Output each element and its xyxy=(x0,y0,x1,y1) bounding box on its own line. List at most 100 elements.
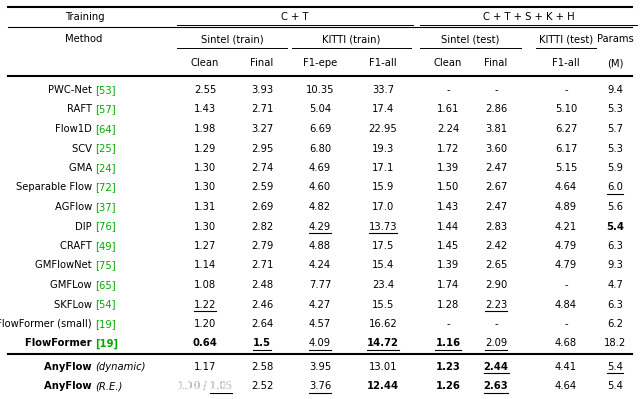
Text: 1.74: 1.74 xyxy=(437,280,459,290)
Text: 5.7: 5.7 xyxy=(607,124,623,134)
Text: 17.4: 17.4 xyxy=(372,105,394,115)
Text: 2.47: 2.47 xyxy=(485,202,507,212)
Text: RAFT: RAFT xyxy=(67,105,95,115)
Text: 1.10 / 1.05: 1.10 / 1.05 xyxy=(178,381,232,391)
Text: [76]: [76] xyxy=(95,221,116,231)
Text: 0.64: 0.64 xyxy=(193,338,218,348)
Text: 6.0: 6.0 xyxy=(607,182,623,192)
Text: Final: Final xyxy=(484,58,508,68)
Text: 15.4: 15.4 xyxy=(372,261,394,271)
Text: (dynamic): (dynamic) xyxy=(95,362,145,372)
Text: 1.98: 1.98 xyxy=(194,124,216,134)
Text: 1.23: 1.23 xyxy=(436,362,460,372)
Text: 6.3: 6.3 xyxy=(607,241,623,251)
Text: [75]: [75] xyxy=(95,261,116,271)
Text: -: - xyxy=(446,85,450,95)
Text: Params: Params xyxy=(596,34,634,44)
Text: 23.4: 23.4 xyxy=(372,280,394,290)
Text: 1.39: 1.39 xyxy=(437,163,459,173)
Text: [19]: [19] xyxy=(95,338,118,349)
Text: 5.4: 5.4 xyxy=(607,381,623,391)
Text: Clean: Clean xyxy=(191,58,219,68)
Text: KITTI (train): KITTI (train) xyxy=(323,34,381,44)
Text: 2.71: 2.71 xyxy=(251,261,273,271)
Text: 1.30: 1.30 xyxy=(194,182,216,192)
Text: 2.59: 2.59 xyxy=(251,182,273,192)
Text: 2.44: 2.44 xyxy=(483,362,509,372)
Text: 4.68: 4.68 xyxy=(555,338,577,348)
Text: AnyFlow: AnyFlow xyxy=(44,362,95,372)
Text: [65]: [65] xyxy=(95,280,116,290)
Text: 2.09: 2.09 xyxy=(485,338,507,348)
Text: 2.65: 2.65 xyxy=(485,261,507,271)
Text: (R.E.): (R.E.) xyxy=(95,381,122,391)
Text: Method: Method xyxy=(65,34,102,44)
Text: 3.81: 3.81 xyxy=(485,124,507,134)
Text: 4.64: 4.64 xyxy=(555,182,577,192)
Text: 10.35: 10.35 xyxy=(306,85,334,95)
Text: 1.26: 1.26 xyxy=(436,381,460,391)
Text: 1.14: 1.14 xyxy=(194,261,216,271)
Text: 1.16: 1.16 xyxy=(435,338,461,348)
Text: FlowFormer: FlowFormer xyxy=(25,338,95,348)
Text: Final: Final xyxy=(250,58,274,68)
Text: 3.27: 3.27 xyxy=(251,124,273,134)
Text: 1.17: 1.17 xyxy=(194,362,216,372)
Text: 1.10 / 1.05: 1.10 / 1.05 xyxy=(178,381,232,391)
Text: [24]: [24] xyxy=(95,163,115,173)
Text: 4.64: 4.64 xyxy=(555,381,577,391)
Text: CRAFT: CRAFT xyxy=(60,241,95,251)
Text: 4.41: 4.41 xyxy=(555,362,577,372)
Text: GMA: GMA xyxy=(68,163,95,173)
Text: 3.76: 3.76 xyxy=(309,381,331,391)
Text: 6.80: 6.80 xyxy=(309,144,331,154)
Text: 17.0: 17.0 xyxy=(372,202,394,212)
Text: 4.21: 4.21 xyxy=(555,221,577,231)
Text: GMFlowNet: GMFlowNet xyxy=(35,261,95,271)
Text: 1.30: 1.30 xyxy=(194,221,216,231)
Text: 1.28: 1.28 xyxy=(437,300,459,310)
Text: 13.73: 13.73 xyxy=(369,221,397,231)
Text: [49]: [49] xyxy=(95,241,115,251)
Text: 9.3: 9.3 xyxy=(607,261,623,271)
Text: C + T + S + K + H: C + T + S + K + H xyxy=(483,12,574,22)
Text: 1.61: 1.61 xyxy=(437,105,459,115)
Text: 5.4: 5.4 xyxy=(606,221,624,231)
Text: [64]: [64] xyxy=(95,124,115,134)
Text: 2.95: 2.95 xyxy=(251,144,273,154)
Text: SCV: SCV xyxy=(72,144,95,154)
Text: F1-all: F1-all xyxy=(369,58,397,68)
Text: 2.71: 2.71 xyxy=(251,105,273,115)
Text: 2.83: 2.83 xyxy=(485,221,507,231)
Text: 5.9: 5.9 xyxy=(607,163,623,173)
Text: 3.60: 3.60 xyxy=(485,144,507,154)
Text: 4.89: 4.89 xyxy=(555,202,577,212)
Text: -: - xyxy=(564,85,568,95)
Text: 1.43: 1.43 xyxy=(437,202,459,212)
Text: 4.57: 4.57 xyxy=(309,319,331,329)
Text: 17.5: 17.5 xyxy=(372,241,394,251)
Text: 1.39: 1.39 xyxy=(437,261,459,271)
Text: 2.74: 2.74 xyxy=(251,163,273,173)
Text: AnyFlow: AnyFlow xyxy=(44,381,95,391)
Text: 4.82: 4.82 xyxy=(309,202,331,212)
Text: 2.63: 2.63 xyxy=(484,381,508,391)
Text: 5.04: 5.04 xyxy=(309,105,331,115)
Text: 15.5: 15.5 xyxy=(372,300,394,310)
Text: SKFLow: SKFLow xyxy=(54,300,95,310)
Text: 2.23: 2.23 xyxy=(485,300,507,310)
Text: 4.7: 4.7 xyxy=(607,280,623,290)
Text: 4.88: 4.88 xyxy=(309,241,331,251)
Text: 2.52: 2.52 xyxy=(251,381,273,391)
Text: DIP: DIP xyxy=(76,221,95,231)
Text: 2.55: 2.55 xyxy=(194,85,216,95)
Text: FlowFormer (small): FlowFormer (small) xyxy=(0,319,95,329)
Text: Sintel (train): Sintel (train) xyxy=(201,34,263,44)
Text: 16.62: 16.62 xyxy=(369,319,397,329)
Text: [54]: [54] xyxy=(95,300,115,310)
Text: Training: Training xyxy=(65,12,104,22)
Text: F1-all: F1-all xyxy=(552,58,580,68)
Text: 17.1: 17.1 xyxy=(372,163,394,173)
Text: 5.15: 5.15 xyxy=(555,163,577,173)
Text: [57]: [57] xyxy=(95,105,116,115)
